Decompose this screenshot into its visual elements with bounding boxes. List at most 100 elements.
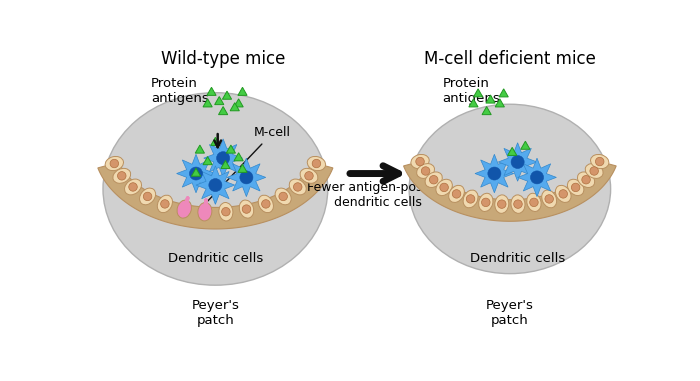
Ellipse shape: [585, 163, 603, 178]
Ellipse shape: [158, 195, 172, 213]
Text: M-cell: M-cell: [204, 126, 291, 205]
Ellipse shape: [219, 202, 233, 221]
Polygon shape: [238, 87, 247, 95]
Ellipse shape: [463, 190, 478, 208]
Ellipse shape: [495, 195, 509, 213]
Circle shape: [240, 171, 253, 184]
Circle shape: [596, 157, 604, 166]
Text: Wild-type mice: Wild-type mice: [161, 50, 286, 67]
Polygon shape: [482, 107, 491, 115]
Circle shape: [190, 167, 202, 180]
Polygon shape: [230, 103, 239, 111]
Polygon shape: [223, 91, 232, 99]
Polygon shape: [203, 99, 212, 107]
Text: Peyer's
patch: Peyer's patch: [191, 299, 239, 327]
Polygon shape: [517, 158, 556, 197]
Circle shape: [144, 192, 152, 201]
Ellipse shape: [578, 172, 595, 187]
Text: M-cell deficient mice: M-cell deficient mice: [424, 50, 596, 67]
Circle shape: [242, 205, 251, 213]
Ellipse shape: [113, 168, 131, 183]
Polygon shape: [475, 154, 514, 193]
Ellipse shape: [568, 179, 584, 195]
Circle shape: [545, 195, 554, 203]
Ellipse shape: [425, 172, 442, 187]
Polygon shape: [220, 160, 230, 168]
Circle shape: [262, 200, 270, 208]
Polygon shape: [404, 160, 616, 221]
Polygon shape: [176, 154, 216, 193]
Polygon shape: [473, 89, 483, 97]
Circle shape: [511, 155, 524, 168]
Polygon shape: [486, 95, 495, 103]
Circle shape: [452, 190, 461, 198]
Circle shape: [498, 200, 506, 208]
Ellipse shape: [479, 193, 493, 211]
Circle shape: [129, 183, 137, 191]
Ellipse shape: [239, 200, 253, 218]
Polygon shape: [98, 162, 333, 229]
Circle shape: [216, 152, 230, 165]
Circle shape: [466, 195, 475, 203]
Text: Protein
antigens: Protein antigens: [151, 77, 209, 105]
Circle shape: [559, 190, 568, 198]
Ellipse shape: [103, 93, 328, 285]
Circle shape: [118, 171, 126, 180]
Polygon shape: [211, 137, 220, 146]
Polygon shape: [215, 96, 224, 105]
Circle shape: [482, 198, 490, 207]
Ellipse shape: [307, 157, 326, 171]
Circle shape: [279, 192, 288, 201]
Text: Fewer antigen-positive
dendritic cells: Fewer antigen-positive dendritic cells: [307, 181, 449, 209]
Polygon shape: [498, 143, 537, 181]
Circle shape: [312, 159, 321, 168]
Circle shape: [488, 167, 501, 180]
Polygon shape: [499, 89, 508, 97]
Polygon shape: [238, 164, 247, 172]
Polygon shape: [204, 139, 242, 178]
Circle shape: [110, 159, 118, 168]
Circle shape: [293, 183, 302, 191]
Circle shape: [582, 176, 590, 184]
Polygon shape: [195, 145, 204, 153]
Circle shape: [514, 200, 522, 208]
Polygon shape: [508, 147, 517, 155]
Ellipse shape: [275, 188, 291, 205]
Ellipse shape: [555, 185, 571, 202]
Polygon shape: [469, 99, 478, 107]
Text: Dendritic cells: Dendritic cells: [168, 252, 263, 265]
Circle shape: [531, 171, 543, 184]
Polygon shape: [218, 107, 228, 115]
Ellipse shape: [449, 185, 464, 202]
Text: Protein
antigens: Protein antigens: [442, 77, 500, 105]
Ellipse shape: [289, 179, 306, 195]
Polygon shape: [234, 153, 243, 161]
Polygon shape: [196, 166, 235, 204]
Polygon shape: [495, 99, 505, 107]
Text: Peyer's
patch: Peyer's patch: [486, 299, 534, 327]
Ellipse shape: [411, 154, 429, 169]
Ellipse shape: [258, 195, 274, 213]
Polygon shape: [226, 145, 235, 153]
Circle shape: [222, 208, 230, 216]
Text: Dendritic cells: Dendritic cells: [470, 252, 566, 265]
Ellipse shape: [300, 168, 318, 183]
Ellipse shape: [436, 179, 452, 195]
Ellipse shape: [527, 193, 541, 211]
Ellipse shape: [105, 157, 123, 171]
Polygon shape: [234, 99, 243, 107]
Ellipse shape: [416, 163, 435, 178]
Circle shape: [416, 157, 424, 166]
Ellipse shape: [177, 200, 192, 218]
Circle shape: [440, 183, 449, 192]
Ellipse shape: [591, 154, 609, 169]
Ellipse shape: [409, 104, 610, 274]
Ellipse shape: [198, 202, 212, 221]
Circle shape: [530, 198, 538, 207]
Circle shape: [421, 167, 430, 175]
Polygon shape: [207, 87, 216, 95]
Polygon shape: [521, 141, 530, 149]
Ellipse shape: [511, 195, 525, 213]
Ellipse shape: [139, 188, 155, 205]
Ellipse shape: [542, 190, 557, 208]
